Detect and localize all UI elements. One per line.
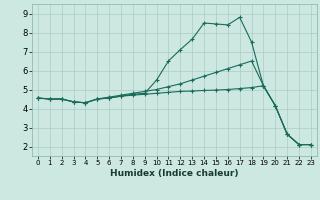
X-axis label: Humidex (Indice chaleur): Humidex (Indice chaleur) bbox=[110, 169, 239, 178]
